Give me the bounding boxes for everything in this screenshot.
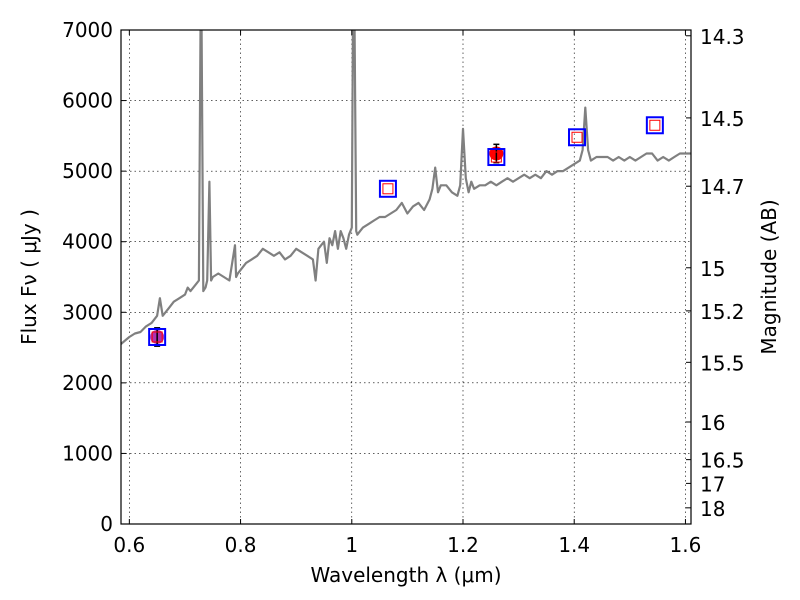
y-tick-label: 4000 [62, 230, 113, 254]
right-tick-label: 16.5 [700, 449, 745, 473]
right-tick-label: 15.2 [700, 300, 745, 324]
right-tick-label: 16 [700, 411, 725, 435]
y-tick-label: 3000 [62, 300, 113, 324]
spectrum-series [121, 30, 691, 345]
model-point-inner [382, 183, 394, 195]
x-tick-label: 1 [345, 533, 358, 557]
y-axis-label: Flux Fν ( μJy ) [17, 209, 41, 345]
model-point-outer [487, 148, 506, 167]
model-point-inner [649, 119, 661, 131]
x-tick-label: 1.6 [670, 533, 702, 557]
right-tick-label: 14.5 [700, 107, 745, 131]
y-tick-label: 0 [100, 512, 113, 536]
y-tick-label: 1000 [62, 441, 113, 465]
model-point-inner [151, 331, 163, 343]
y-tick-label: 7000 [62, 18, 113, 42]
y-tick-label: 6000 [62, 89, 113, 113]
model-point-outer [645, 116, 664, 135]
right-tick-label: 14.3 [700, 25, 745, 49]
x-tick-label: 0.8 [225, 533, 257, 557]
model-point-outer [378, 179, 397, 198]
model-point-outer [568, 128, 586, 147]
spectrum-line [121, 30, 691, 345]
right-tick-label: 15.5 [700, 351, 745, 375]
x-tick-label: 0.6 [113, 533, 145, 557]
right-tick-label: 17 [700, 472, 725, 496]
model-point-outer [148, 327, 167, 346]
x-tick-label: 1.2 [447, 533, 479, 557]
plot-frame [120, 29, 692, 525]
data-points [148, 116, 664, 347]
x-axis-label: Wavelength λ (μm) [310, 563, 501, 587]
axis-ticks: 0.6 0.8 1 1.2 1.4 1.6 0 1000 2000 3000 4000 5000 600… [62, 18, 744, 557]
right-tick-label: 14.7 [700, 175, 745, 199]
y-tick-label: 2000 [62, 371, 113, 395]
right-tick-label: 15 [700, 257, 725, 281]
right-tick-label: 18 [700, 497, 725, 521]
y-axis-right-label: Magnitude (AB) [757, 199, 781, 354]
x-tick-label: 1.4 [558, 533, 590, 557]
model-point-inner [571, 131, 583, 143]
model-point-inner [490, 151, 502, 163]
y-tick-label: 5000 [62, 159, 113, 183]
